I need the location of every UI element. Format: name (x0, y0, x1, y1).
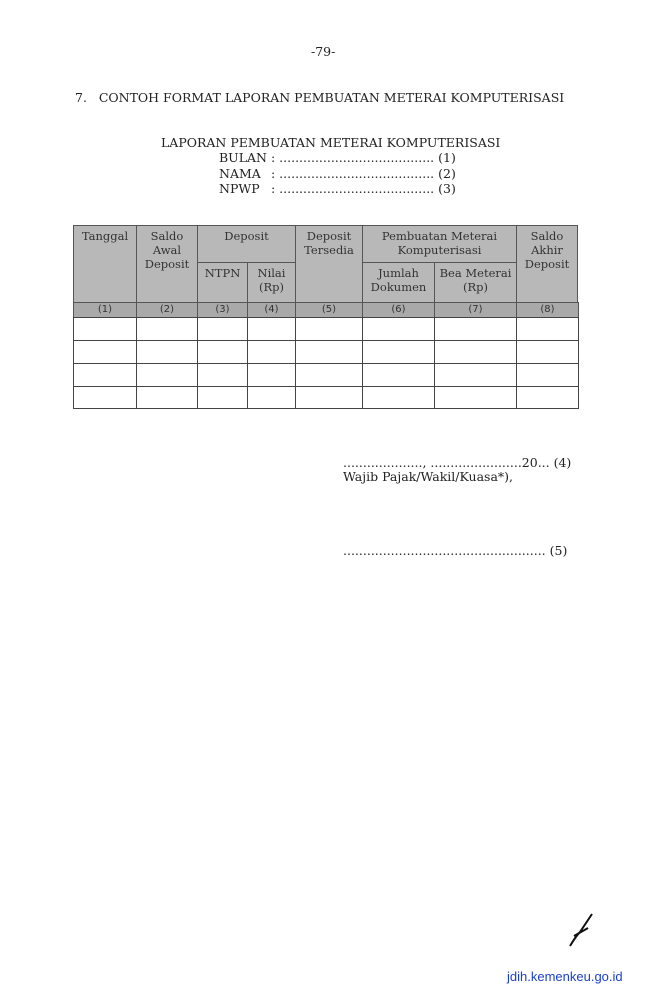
header-ntpn: NTPN (197, 262, 248, 303)
table-cell (295, 340, 363, 364)
column-number: (3) (197, 302, 248, 318)
field-bulan: BULAN : .................................… (219, 150, 456, 166)
table-cell (362, 340, 435, 364)
footer-link[interactable]: jdih.kemenkeu.go.id (507, 969, 623, 984)
header-saldo-akhir: Saldo Akhir Deposit (516, 225, 578, 303)
column-number: (8) (516, 302, 579, 318)
table-cell (434, 340, 517, 364)
column-number: (4) (247, 302, 296, 318)
section-title: 7. CONTOH FORMAT LAPORAN PEMBUATAN METER… (75, 90, 565, 105)
table-cell (295, 386, 363, 409)
column-number: (1) (73, 302, 137, 318)
table-cell (516, 363, 579, 387)
table-cell (516, 317, 579, 341)
table-cell (73, 340, 137, 364)
table-cell (434, 317, 517, 341)
initial-signature-icon (569, 913, 593, 947)
field-npwp: NPWP : ..................................… (219, 181, 456, 197)
field-label: NPWP (219, 181, 260, 196)
table-cell (136, 386, 198, 409)
table-cell (247, 340, 296, 364)
table-cell (362, 317, 435, 341)
signature-name-line: ........................................… (343, 543, 568, 558)
table-cell (197, 340, 248, 364)
table-cell (247, 363, 296, 387)
table-cell (136, 317, 198, 341)
table-cell (362, 386, 435, 409)
field-value: : ......................................… (271, 181, 456, 196)
header-deposit-tersedia: Deposit Tersedia (295, 225, 363, 303)
table-cell (136, 340, 198, 364)
table-cell (295, 363, 363, 387)
table-cell (295, 317, 363, 341)
report-fields: BULAN : .................................… (219, 150, 456, 197)
table-cell (516, 386, 579, 409)
header-saldo-awal: Saldo Awal Deposit (136, 225, 198, 303)
table-cell (197, 317, 248, 341)
signature-date-line: ...................., ..................… (343, 455, 572, 470)
table-cell (247, 386, 296, 409)
column-number: (5) (295, 302, 363, 318)
column-number: (2) (136, 302, 198, 318)
table-cell (247, 317, 296, 341)
table-cell (434, 386, 517, 409)
column-number: (7) (434, 302, 517, 318)
table-cell (434, 363, 517, 387)
field-nama: NAMA : ..................................… (219, 166, 456, 182)
header-bea-meterai: Bea Meterai (Rp) (434, 262, 517, 303)
report-title: LAPORAN PEMBUATAN METERAI KOMPUTERISASI (161, 135, 501, 150)
field-label: NAMA (219, 165, 261, 181)
table-cell (73, 317, 137, 341)
table-cell (516, 340, 579, 364)
header-tanggal: Tanggal (73, 225, 137, 303)
header-deposit: Deposit (197, 225, 296, 263)
table-cell (197, 386, 248, 409)
table-cell (362, 363, 435, 387)
column-number: (6) (362, 302, 435, 318)
field-label: BULAN (219, 150, 267, 165)
header-nilai: Nilai (Rp) (247, 262, 296, 303)
field-value: : ......................................… (271, 150, 456, 165)
table-cell (136, 363, 198, 387)
table-cell (73, 363, 137, 387)
table-cell (197, 363, 248, 387)
field-value: : ......................................… (271, 165, 456, 181)
header-pembuatan: Pembuatan Meterai Komputerisasi (362, 225, 517, 263)
page-number: -79- (311, 44, 336, 59)
table-cell (73, 386, 137, 409)
signature-role: Wajib Pajak/Wakil/Kuasa*), (343, 469, 514, 484)
header-jumlah-dokumen: Jumlah Dokumen (362, 262, 435, 303)
